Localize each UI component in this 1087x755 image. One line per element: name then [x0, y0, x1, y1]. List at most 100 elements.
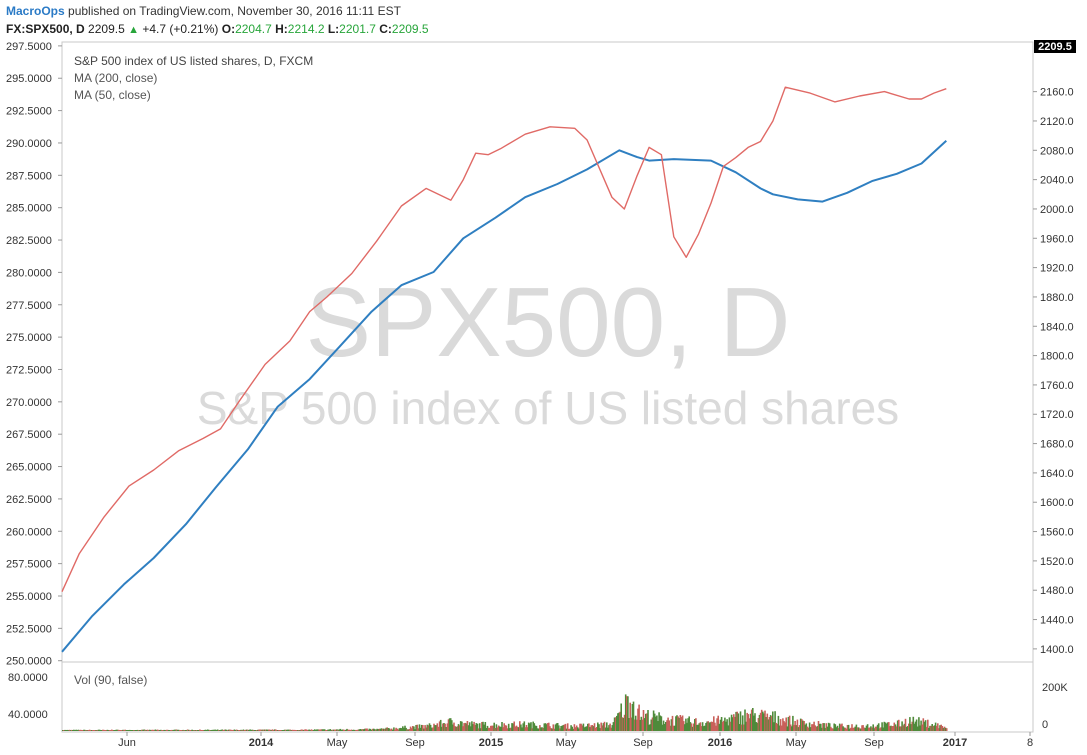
volume-bar [649, 724, 651, 731]
volume-bar [167, 730, 170, 731]
volume-bar [904, 718, 907, 731]
volume-bar [406, 729, 408, 731]
volume-bar [818, 723, 821, 731]
volume-bar [939, 725, 941, 731]
volume-bar [694, 719, 696, 731]
volume-bar [830, 726, 832, 731]
volume-bar [358, 729, 361, 731]
volume-bar [145, 730, 148, 731]
volume-bar [942, 727, 945, 731]
volume-bar [352, 729, 355, 731]
volume-bar [399, 727, 402, 731]
volume-bar [281, 730, 284, 731]
volume-bar [235, 729, 238, 731]
volume-bar [893, 722, 896, 731]
volume-bar [209, 730, 211, 731]
volume-bar [213, 729, 216, 731]
volume-bar [864, 727, 867, 731]
volume-bar [374, 729, 376, 731]
volume-bar [899, 726, 901, 731]
volume-pane[interactable] [61, 661, 1034, 733]
volume-bar [739, 711, 742, 731]
volume-bar [817, 721, 820, 731]
volume-bar [603, 721, 606, 731]
time-axis: Jun 2014 May Sep 2015 May Sep 2016 May Sep 2017 8 [118, 732, 1033, 749]
volume-bar [723, 720, 725, 731]
volume-bar [746, 712, 748, 731]
volume-bar [484, 722, 487, 731]
volume-left-tick-label: 80.0000 [8, 672, 48, 684]
volume-bar [763, 713, 765, 731]
volume-bar [225, 729, 228, 731]
volume-bar [708, 722, 711, 731]
volume-bar [917, 726, 919, 731]
volume-bar [142, 729, 144, 731]
volume-bar [393, 727, 395, 731]
volume-bar [718, 723, 721, 731]
volume-bar [326, 730, 328, 731]
volume-bar [604, 727, 607, 731]
volume-bar [62, 730, 64, 731]
volume-bar [127, 730, 130, 731]
volume-bar [357, 729, 359, 731]
volume-bar [106, 729, 109, 731]
volume-bar [686, 722, 688, 731]
volume-bar [696, 724, 698, 731]
volume-bar [707, 721, 709, 731]
volume-bar [171, 729, 173, 731]
volume-bar [594, 727, 597, 731]
volume-bar [486, 725, 489, 731]
volume-bar [94, 730, 96, 731]
publisher-link[interactable]: MacroOps [6, 4, 65, 18]
volume-bar [449, 718, 452, 731]
left-tick-label: 280.0000 [6, 267, 52, 279]
main-pane[interactable] [61, 41, 1034, 663]
volume-bar [334, 729, 336, 731]
high-value: 2214.2 [287, 22, 325, 36]
volume-bar [807, 727, 810, 731]
volume-bar [375, 729, 377, 731]
volume-bar [286, 729, 288, 731]
volume-bar [650, 719, 653, 731]
volume-bar [201, 730, 203, 731]
volume-bar [144, 729, 147, 731]
volume-bar [505, 725, 508, 731]
volume-bar [85, 730, 87, 731]
volume-bar [212, 729, 215, 731]
volume-bar [104, 730, 106, 731]
volume-bar [310, 729, 313, 731]
volume-bar [813, 721, 815, 731]
volume-bar [378, 728, 381, 731]
volume-bar [470, 726, 472, 731]
volume-bar [671, 715, 674, 731]
volume-bar [618, 712, 620, 731]
volume-bar [835, 727, 838, 731]
volume-bar [575, 725, 578, 731]
volume-bar [908, 723, 910, 731]
volume-bar [702, 726, 705, 731]
volume-bar [624, 694, 627, 731]
volume-bar [788, 715, 791, 731]
volume-bar [797, 727, 800, 731]
volume-bar [678, 717, 680, 731]
price-change: +4.7 (+0.21%) [142, 22, 219, 36]
volume-bar [335, 729, 337, 731]
volume-bar [834, 724, 837, 731]
volume-bar [631, 704, 634, 731]
volume-bar [724, 717, 726, 731]
volume-bar [313, 729, 316, 731]
volume-bar [312, 730, 315, 731]
volume-bar [279, 730, 281, 731]
volume-bar [290, 730, 293, 731]
volume-bar [589, 727, 591, 731]
volume-bar [924, 720, 927, 731]
volume-bar [638, 704, 640, 731]
volume-bar [769, 715, 772, 731]
volume-bar [123, 729, 125, 731]
right-tick-label: 2080.0 [1040, 145, 1074, 157]
volume-bar [565, 728, 568, 731]
volume-bar [239, 730, 241, 731]
volume-bar [452, 724, 454, 731]
volume-bar [95, 730, 97, 731]
